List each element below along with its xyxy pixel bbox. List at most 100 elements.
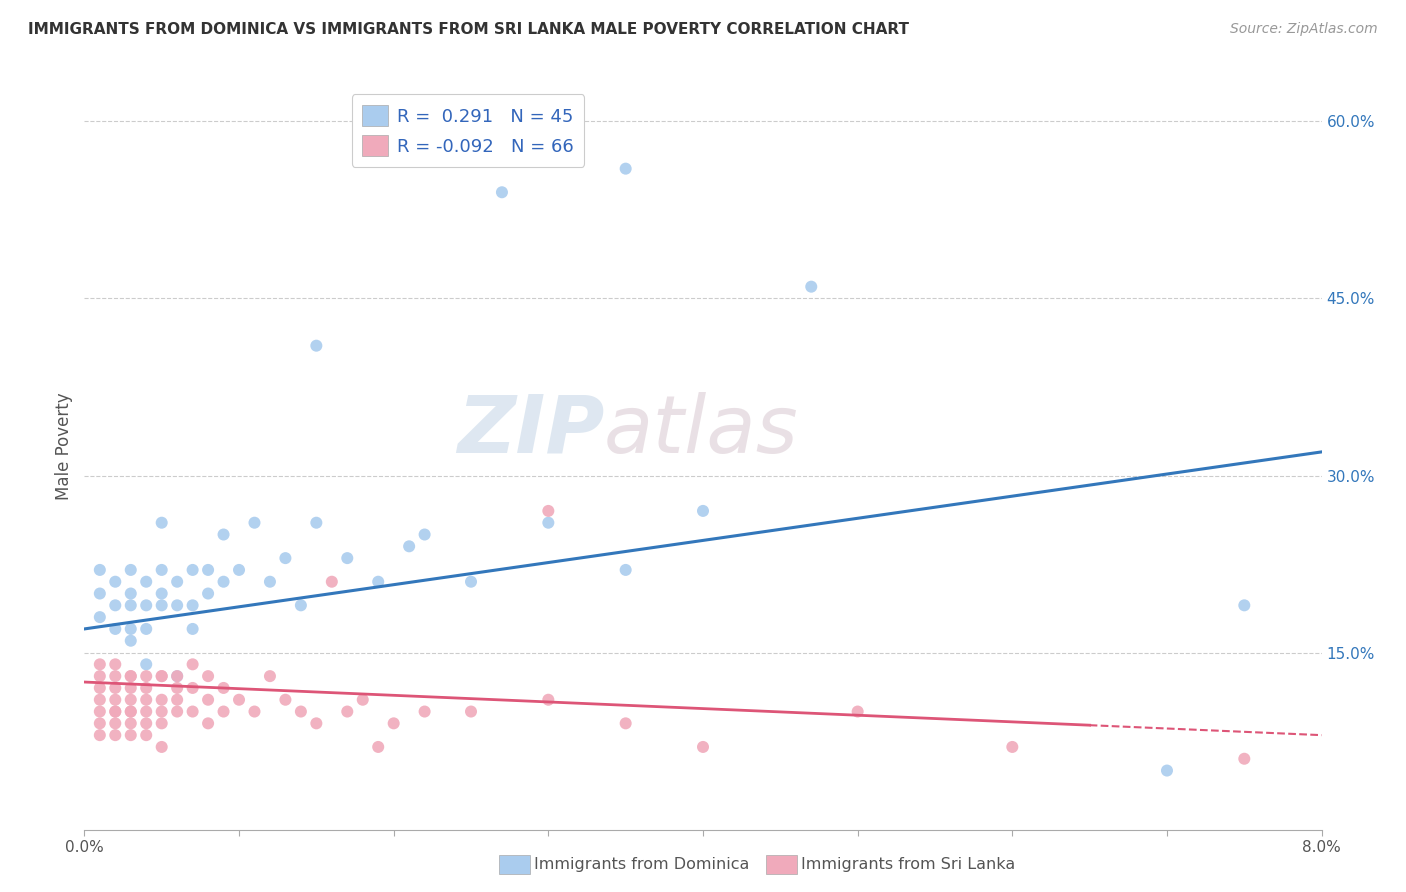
Point — [120, 692, 142, 706]
Point — [104, 599, 127, 613]
Point — [614, 563, 637, 577]
Point — [1233, 599, 1256, 613]
Point — [135, 669, 157, 683]
Point — [135, 728, 157, 742]
Point — [120, 669, 142, 683]
Point — [243, 705, 266, 719]
Text: atlas: atlas — [605, 392, 799, 470]
Point — [120, 705, 142, 719]
Point — [89, 563, 111, 577]
Point — [104, 657, 127, 672]
Point — [150, 705, 173, 719]
Point — [259, 574, 281, 589]
Point — [166, 681, 188, 695]
Point — [305, 516, 328, 530]
Point — [89, 705, 111, 719]
Point — [305, 716, 328, 731]
Point — [89, 692, 111, 706]
Point — [181, 705, 204, 719]
Point — [89, 681, 111, 695]
Point — [120, 705, 142, 719]
Point — [166, 669, 188, 683]
Point — [135, 705, 157, 719]
Point — [150, 669, 173, 683]
Point — [367, 574, 389, 589]
Point — [135, 599, 157, 613]
Point — [321, 574, 343, 589]
Point — [336, 551, 359, 566]
Point — [181, 563, 204, 577]
Point — [120, 586, 142, 600]
Point — [166, 705, 188, 719]
Point — [197, 669, 219, 683]
Legend: R =  0.291   N = 45, R = -0.092   N = 66: R = 0.291 N = 45, R = -0.092 N = 66 — [352, 95, 585, 167]
Point — [89, 610, 111, 624]
Point — [150, 563, 173, 577]
Point — [104, 622, 127, 636]
Point — [104, 728, 127, 742]
Point — [89, 586, 111, 600]
Point — [692, 739, 714, 754]
Point — [181, 622, 204, 636]
Point — [166, 692, 188, 706]
Point — [537, 692, 560, 706]
Text: Source: ZipAtlas.com: Source: ZipAtlas.com — [1230, 22, 1378, 37]
Point — [181, 681, 204, 695]
Point — [197, 586, 219, 600]
Point — [104, 705, 127, 719]
Text: IMMIGRANTS FROM DOMINICA VS IMMIGRANTS FROM SRI LANKA MALE POVERTY CORRELATION C: IMMIGRANTS FROM DOMINICA VS IMMIGRANTS F… — [28, 22, 910, 37]
Point — [120, 633, 142, 648]
Point — [150, 669, 173, 683]
Point — [135, 681, 157, 695]
Point — [120, 681, 142, 695]
Point — [150, 692, 173, 706]
Point — [120, 599, 142, 613]
Point — [491, 186, 513, 200]
Point — [181, 657, 204, 672]
Point — [150, 599, 173, 613]
Point — [120, 728, 142, 742]
Point — [104, 574, 127, 589]
Point — [104, 705, 127, 719]
Point — [150, 516, 173, 530]
Point — [135, 574, 157, 589]
Text: Immigrants from Dominica: Immigrants from Dominica — [534, 857, 749, 871]
Point — [120, 563, 142, 577]
Point — [104, 681, 127, 695]
Point — [150, 586, 173, 600]
Point — [104, 669, 127, 683]
Point — [120, 716, 142, 731]
Point — [290, 599, 312, 613]
Point — [181, 599, 204, 613]
Point — [367, 739, 389, 754]
Point — [135, 716, 157, 731]
Point — [212, 574, 235, 589]
Point — [1233, 752, 1256, 766]
Point — [352, 692, 374, 706]
Point — [1156, 764, 1178, 778]
Point — [228, 563, 250, 577]
Point — [460, 705, 482, 719]
Text: ZIP: ZIP — [457, 392, 605, 470]
Point — [135, 622, 157, 636]
Point — [166, 599, 188, 613]
Y-axis label: Male Poverty: Male Poverty — [55, 392, 73, 500]
Point — [537, 516, 560, 530]
Point — [89, 728, 111, 742]
Point — [614, 716, 637, 731]
Point — [692, 504, 714, 518]
Point — [212, 681, 235, 695]
Point — [290, 705, 312, 719]
Point — [104, 692, 127, 706]
Point — [166, 669, 188, 683]
Point — [305, 339, 328, 353]
Point — [166, 574, 188, 589]
Point — [120, 622, 142, 636]
Point — [150, 739, 173, 754]
Point — [228, 692, 250, 706]
Text: Immigrants from Sri Lanka: Immigrants from Sri Lanka — [801, 857, 1015, 871]
Point — [135, 657, 157, 672]
Point — [197, 563, 219, 577]
Point — [413, 527, 436, 541]
Point — [89, 657, 111, 672]
